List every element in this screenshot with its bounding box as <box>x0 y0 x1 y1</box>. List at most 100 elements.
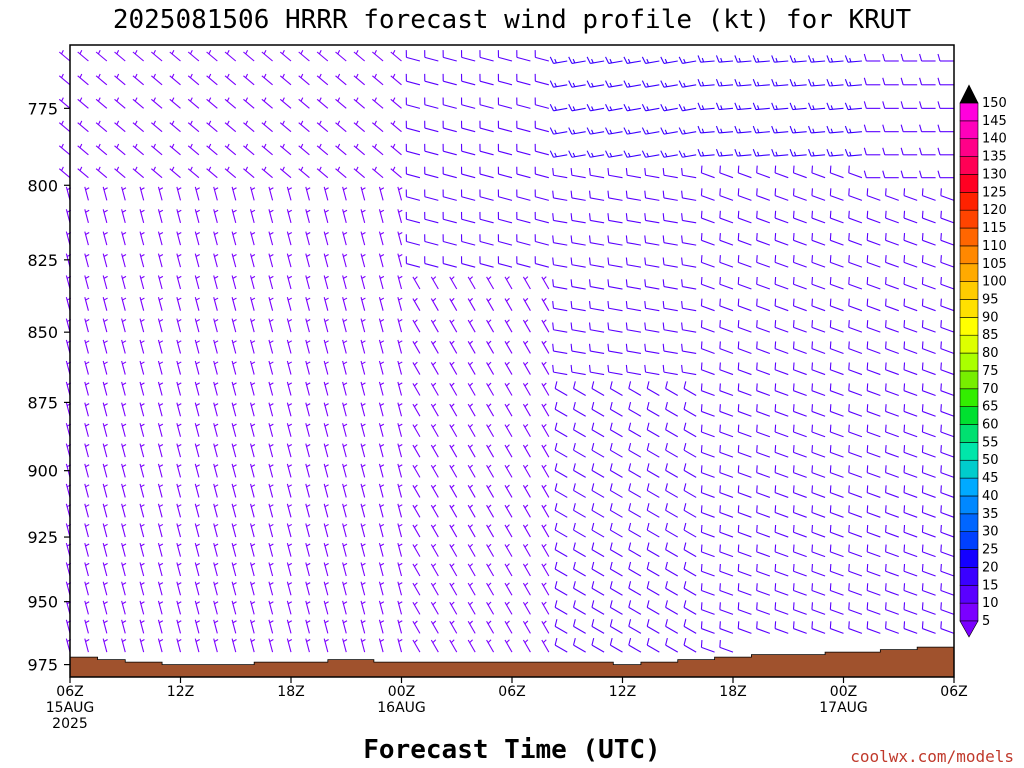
wind-barb <box>335 120 347 133</box>
wind-barb <box>194 186 200 201</box>
wind-barb <box>549 103 568 112</box>
wind-barb <box>552 300 568 312</box>
wind-barb <box>139 463 145 478</box>
wind-barb <box>176 423 182 437</box>
wind-barb <box>213 503 219 518</box>
wind-barb <box>681 364 697 376</box>
wind-barb <box>442 73 457 86</box>
wind-barb <box>360 275 366 290</box>
wind-barb <box>681 235 697 246</box>
wind-barb <box>430 423 439 438</box>
wind-barb <box>460 189 476 201</box>
wind-barb <box>885 563 899 577</box>
wind-barb <box>243 166 255 179</box>
wind-barb <box>774 404 789 417</box>
wind-barb <box>250 339 256 354</box>
wind-barb <box>665 422 679 438</box>
wind-barb <box>756 563 771 577</box>
wind-barb <box>194 523 200 538</box>
wind-barb <box>554 600 568 615</box>
wind-barb <box>77 166 89 179</box>
wind-barb <box>588 343 605 354</box>
wind-barb <box>430 297 439 311</box>
wind-barb <box>397 209 403 223</box>
wind-barb <box>568 56 586 64</box>
wind-barb <box>102 275 108 290</box>
colorbar-label: 25 <box>982 543 999 558</box>
wind-barb <box>231 360 237 375</box>
wind-barb <box>644 279 660 290</box>
wind-barb <box>213 581 219 596</box>
wind-barb <box>213 318 219 333</box>
wind-barb <box>504 423 513 438</box>
wind-barb <box>84 381 90 396</box>
wind-barb <box>570 213 586 224</box>
wind-barb <box>176 503 182 518</box>
wind-barb <box>586 56 605 64</box>
wind-barb <box>937 147 954 156</box>
wind-barb <box>885 544 899 558</box>
wind-barb <box>424 50 439 62</box>
wind-barb <box>353 166 366 179</box>
wind-barb <box>231 381 237 396</box>
wind-barb <box>102 619 108 634</box>
wind-barb <box>353 120 366 133</box>
wind-barb <box>84 542 90 557</box>
wind-barb <box>497 97 513 109</box>
wind-barb <box>84 463 90 478</box>
wind-barb <box>157 562 164 577</box>
wind-barb <box>442 143 457 156</box>
wind-barb <box>286 463 293 478</box>
wind-barb <box>737 583 752 596</box>
wind-barb <box>885 485 899 498</box>
wind-barb <box>792 276 807 290</box>
wind-barb <box>405 120 421 133</box>
wind-barb <box>378 275 385 290</box>
wind-barb <box>323 360 329 375</box>
wind-barb <box>829 563 844 577</box>
wind-barb <box>84 443 90 458</box>
wind-barb <box>378 423 385 437</box>
wind-barb <box>848 465 863 478</box>
wind-barb <box>628 619 642 634</box>
wind-barb <box>921 505 936 518</box>
wind-barb <box>261 49 273 62</box>
wind-barb <box>573 442 586 458</box>
wind-barb <box>866 524 881 538</box>
wind-barb <box>903 404 918 417</box>
wind-barb <box>848 621 863 634</box>
wind-barb <box>460 97 476 109</box>
wind-barb <box>848 505 863 518</box>
wind-barb <box>848 524 863 538</box>
y-tick-label: 975 <box>27 656 58 675</box>
wind-barb <box>316 73 329 86</box>
wind-barb <box>940 255 955 268</box>
wind-barb <box>412 484 421 498</box>
wind-barb <box>829 233 844 246</box>
wind-barb <box>305 562 311 577</box>
wind-barb <box>792 563 807 577</box>
x-tick-label: 00Z <box>830 684 857 700</box>
wind-barb <box>792 465 807 478</box>
wind-barb <box>737 544 752 558</box>
wind-barb <box>609 463 623 478</box>
wind-barb <box>268 483 274 498</box>
wind-barb <box>625 167 642 179</box>
wind-barb <box>430 403 439 417</box>
wind-barb <box>885 210 899 224</box>
wind-barb <box>151 97 163 109</box>
wind-barb <box>737 621 752 634</box>
wind-barb <box>719 341 734 354</box>
wind-barb <box>121 619 127 634</box>
wind-barb <box>58 97 71 109</box>
wind-barb <box>378 619 385 634</box>
wind-barb <box>921 465 936 478</box>
wind-barb <box>541 543 550 557</box>
colorbar-label: 110 <box>982 239 1007 254</box>
wind-barb <box>919 101 936 109</box>
wind-barb <box>921 276 936 290</box>
wind-barb <box>250 523 256 538</box>
wind-barb <box>937 77 954 86</box>
colorbar-segment <box>959 442 979 461</box>
wind-barb <box>752 125 770 134</box>
